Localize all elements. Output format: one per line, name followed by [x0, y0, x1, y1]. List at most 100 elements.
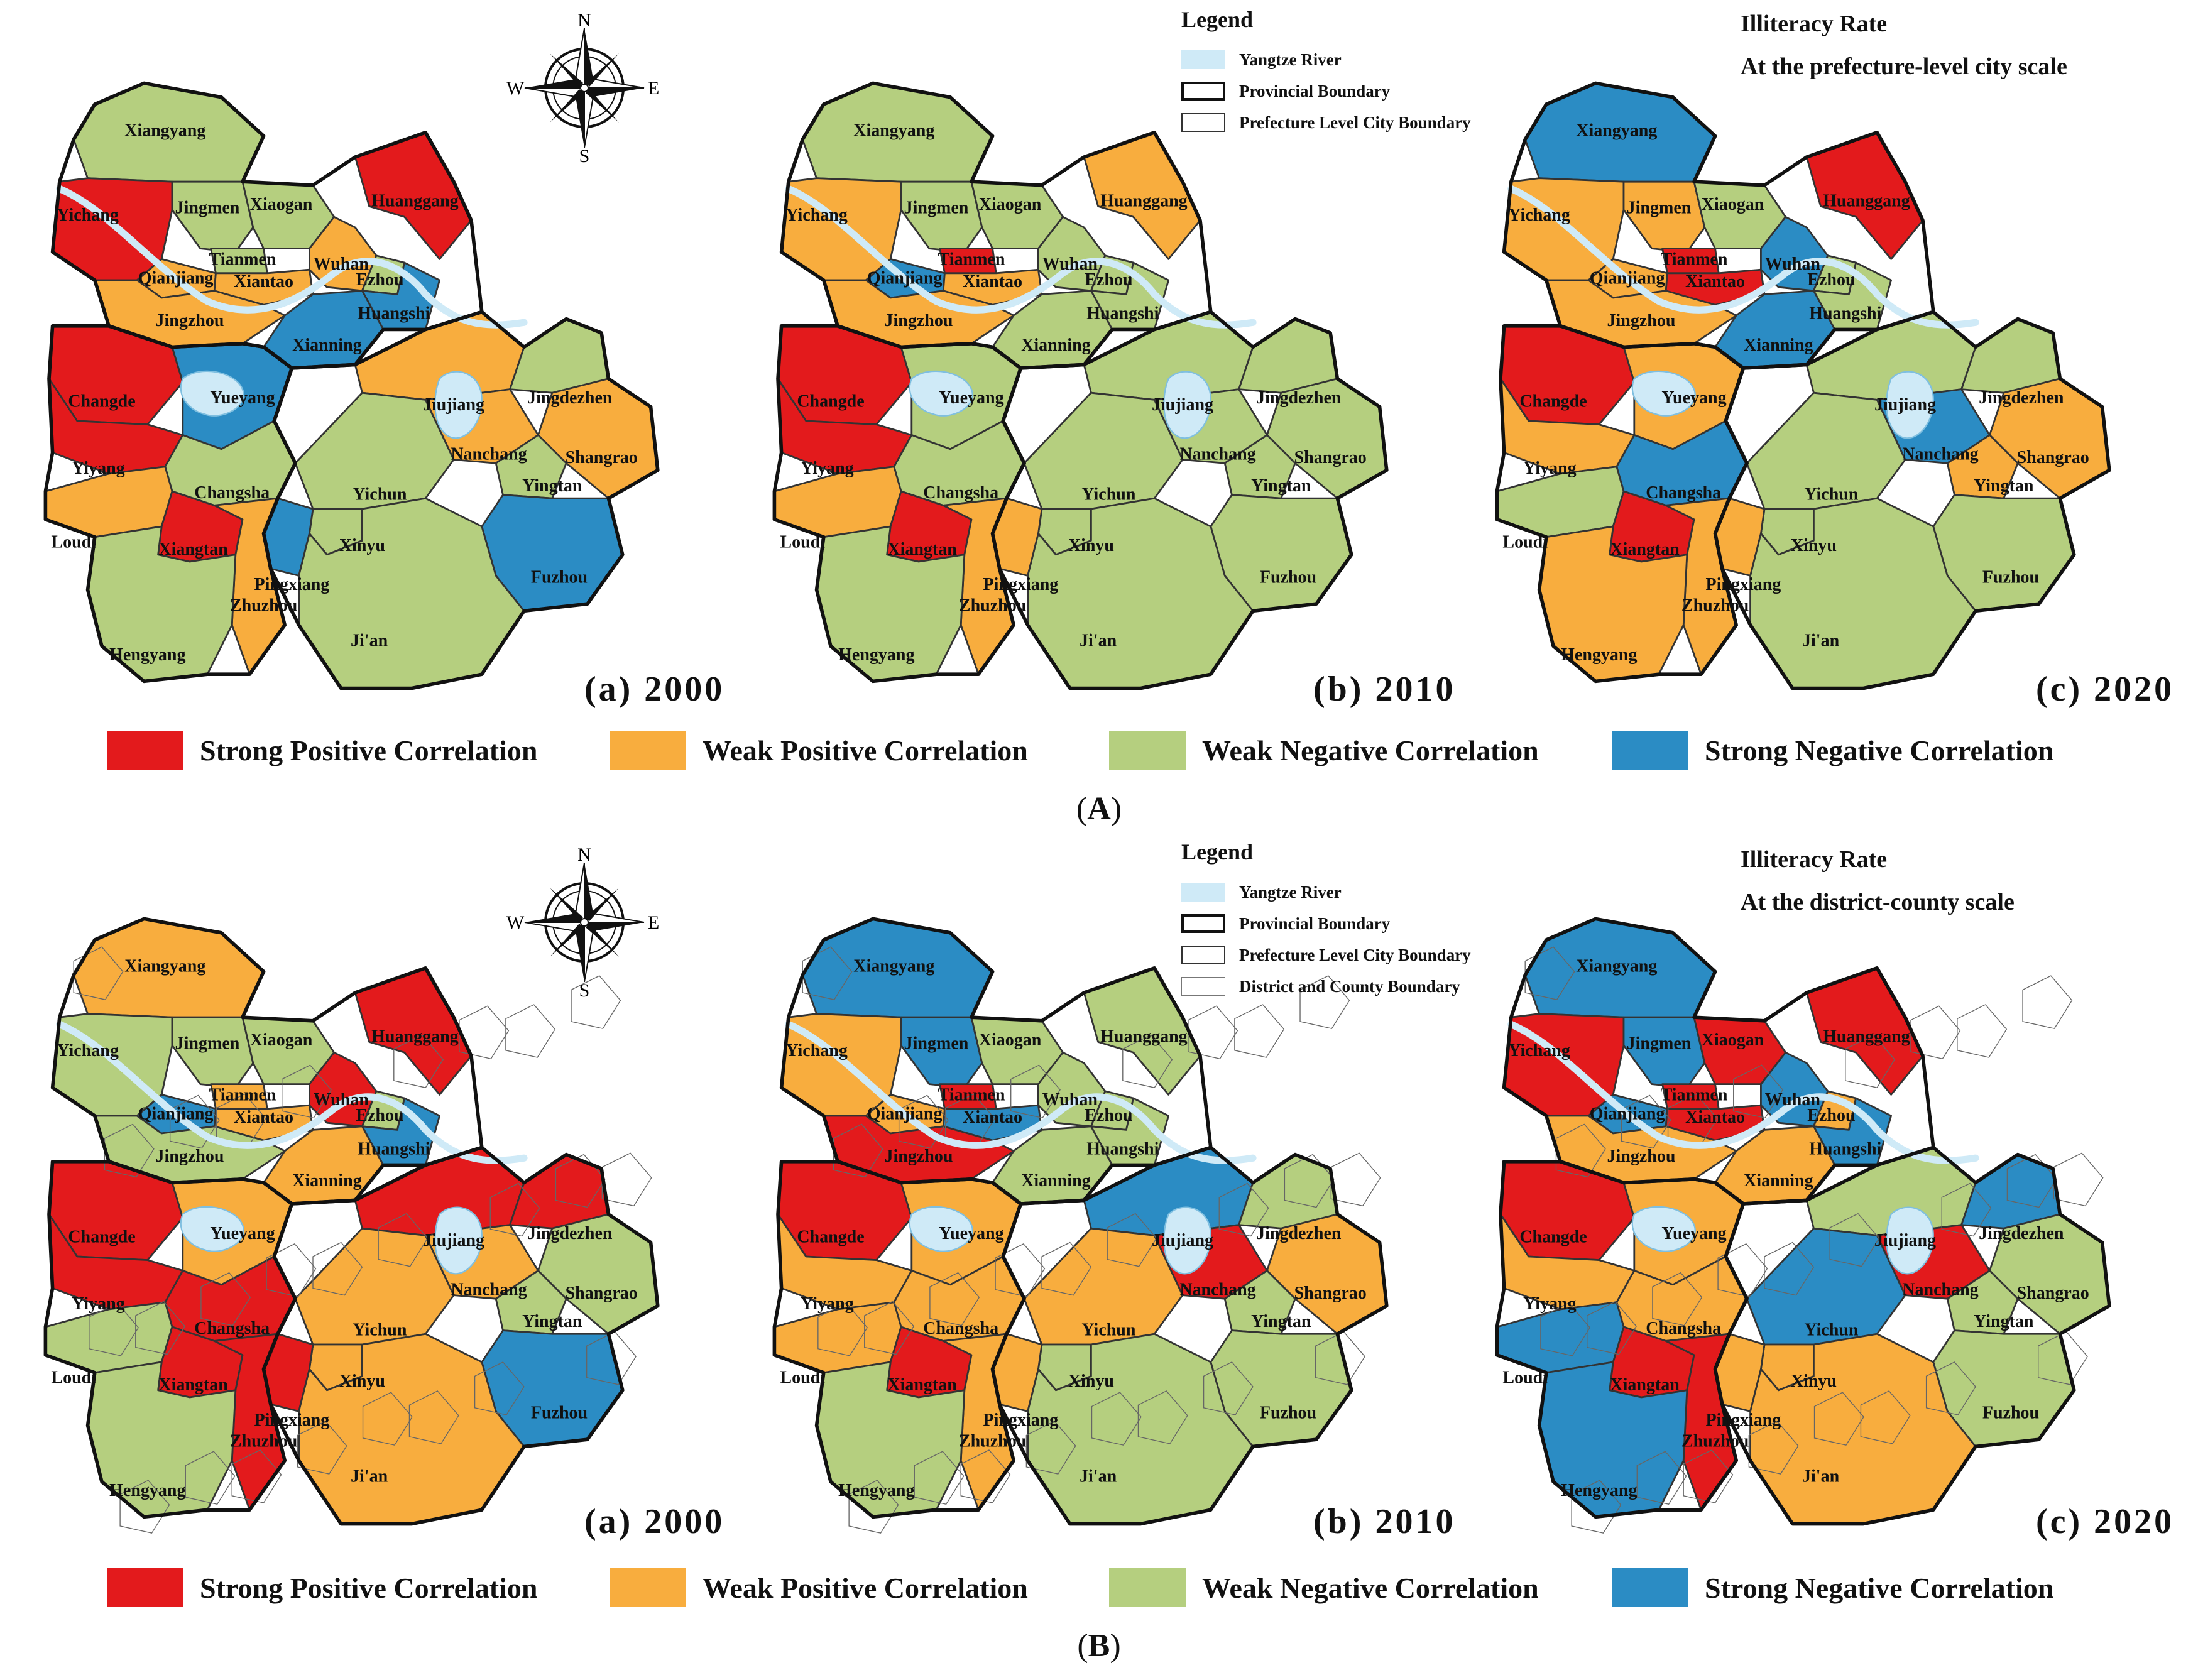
- city-label-xiaogan: Xiaogan: [1702, 1030, 1764, 1050]
- district-boundary: [474, 1361, 525, 1415]
- panel-year-label: (c) 2020: [2036, 1502, 2175, 1541]
- district-boundary: [1683, 1449, 1734, 1503]
- district-boundary: [1137, 1390, 1188, 1444]
- city-label-ji-an: Ji'an: [1802, 1466, 1840, 1486]
- provincial-boundary: [772, 1160, 1026, 1519]
- district-boundary: [1010, 1064, 1061, 1119]
- legend-prefecture-label: Prefecture Level City Boundary: [1239, 945, 1471, 964]
- city-label-ji-an: Ji'an: [351, 631, 388, 650]
- city-label-xinyu: Xinyu: [339, 1372, 385, 1391]
- compass-rose-icon: N S E W: [506, 13, 659, 163]
- city-label-pingxiang: Pingxiang: [983, 575, 1058, 594]
- district-boundary: [1299, 975, 1350, 1029]
- city-label-xiaogan: Xiaogan: [979, 195, 1042, 214]
- city-label-xiangtan: Xiangtan: [1610, 540, 1680, 559]
- swatch: [610, 1568, 686, 1607]
- city-label-ji-an: Ji'an: [351, 1466, 388, 1486]
- district-boundaries: [1524, 946, 2104, 1534]
- city-label-huanggang: Huanggang: [1823, 191, 1910, 210]
- district-boundary: [135, 1301, 185, 1355]
- district-boundary: [1540, 1302, 1591, 1356]
- header-title: Illiteracy Rate: [1741, 846, 1888, 873]
- city-label-jingdezhen: Jingdezhen: [1256, 1224, 1342, 1243]
- district-boundary: [898, 1094, 949, 1149]
- region-yingtan: [495, 434, 567, 499]
- city-label-jiujiang: Jiujiang: [1874, 395, 1936, 415]
- district-boundary: [1829, 1213, 1880, 1267]
- city-label-yichun: Yichun: [1081, 1320, 1136, 1339]
- map-a-2020: Xiangyang Yichang Jingmen Xiaogan Huanggang T…: [1495, 81, 2111, 690]
- city-label-pingxiang: Pingxiang: [254, 1410, 329, 1430]
- provincial-boundary: [1713, 1145, 2111, 1526]
- legend-label: Weak Positive Correlation: [703, 734, 1028, 766]
- section-b-header: Illiteracy Rate At the district-county s…: [1741, 838, 2015, 924]
- city-label-zhuzhou: Zhuzhou: [230, 596, 297, 615]
- city-label-changsha: Changsha: [194, 1319, 270, 1338]
- map-legend: Legend Yangtze River Provincial Boundary…: [1181, 839, 1471, 1002]
- city-label-wuhan: Wuhan: [1765, 1090, 1821, 1110]
- city-label-ezhou: Ezhou: [1807, 1106, 1855, 1125]
- city-label-xiangtan: Xiangtan: [158, 1375, 228, 1395]
- provincial-boundary: [1495, 324, 1749, 684]
- district-boundary: [1188, 1005, 1238, 1060]
- city-label-yichang: Yichang: [785, 1041, 848, 1061]
- district-boundary: [378, 1213, 429, 1267]
- city-label-qianjiang: Qianjiang: [138, 1105, 214, 1124]
- city-label-fuzhou: Fuzhou: [1982, 1404, 2039, 1423]
- district-boundary: [169, 1094, 220, 1149]
- map-b-2020: Xiangyang Yichang Jingmen Xiaogan Huanggang T…: [1495, 917, 2111, 1534]
- legend-label: Strong Negative Correlation: [1705, 734, 2054, 766]
- city-label-jingmen: Jingmen: [175, 1034, 240, 1054]
- caption-letter: A: [1087, 791, 1111, 827]
- district-boundary: [505, 1004, 556, 1058]
- city-label-loudi: Loudi: [780, 1368, 825, 1388]
- provincial-boundary: [990, 310, 1389, 690]
- city-label-yichang: Yichang: [785, 205, 848, 225]
- map-layer: Xiangyang Yichang Jingmen Xiaogan Huanggang T…: [43, 917, 660, 1534]
- legend-prefecture: Prefecture Level City Boundary: [1181, 939, 1471, 971]
- district-boundary: [73, 946, 124, 1000]
- city-label-jingmen: Jingmen: [1627, 199, 1692, 218]
- city-label-jingzhou: Jingzhou: [885, 311, 953, 330]
- city-label-yichun: Yichun: [1804, 484, 1859, 504]
- city-label-shangrao: Shangrao: [2017, 448, 2089, 467]
- city-label-xinyu: Xinyu: [1791, 1372, 1837, 1391]
- panel-year-label: (a) 2000: [584, 670, 725, 709]
- district-boundary: [1091, 1392, 1142, 1446]
- panel-year-label: (c) 2020: [2036, 670, 2175, 709]
- header-subtitle: At the prefecture-level city scale: [1741, 53, 2067, 80]
- city-label-yiyang: Yiyang: [72, 1294, 125, 1314]
- district-boundary: [408, 1390, 459, 1444]
- legend-label: Weak Negative Correlation: [1202, 1571, 1539, 1604]
- city-label-changsha: Changsha: [1646, 483, 1721, 503]
- city-label-yichun: Yichun: [353, 1320, 407, 1339]
- district-boundary: [1910, 1005, 1961, 1060]
- city-label-xianning: Xianning: [1021, 335, 1091, 355]
- city-label-wuhan: Wuhan: [314, 254, 369, 274]
- city-label-ezhou: Ezhou: [356, 1106, 403, 1125]
- city-label-huangshi: Huangshi: [358, 1140, 430, 1159]
- city-label-yingtan: Yingtan: [522, 1312, 582, 1331]
- city-label-yiyang: Yiyang: [72, 459, 125, 478]
- district-boundary: [929, 1272, 980, 1326]
- poyang-lake: [1163, 1206, 1211, 1275]
- city-label-yueyang: Yueyang: [939, 388, 1003, 408]
- compass-north-label: N: [577, 847, 591, 865]
- city-label-fuzhou: Fuzhou: [531, 1404, 588, 1423]
- map-a-2000: Xiangyang Yichang Jingmen Xiaogan Huanggang T…: [43, 81, 660, 690]
- district-boundary: [960, 1449, 1011, 1503]
- provincial-boundary: [990, 1145, 1389, 1526]
- district-boundary: [944, 1093, 995, 1148]
- city-label-yichun: Yichun: [353, 484, 407, 504]
- section-b-caption: (B): [1077, 1628, 1121, 1664]
- city-label-zhuzhou: Zhuzhou: [959, 1431, 1026, 1451]
- city-label-zhuzhou: Zhuzhou: [1681, 596, 1749, 615]
- city-label-fuzhou: Fuzhou: [1260, 1404, 1316, 1423]
- city-label-ezhou: Ezhou: [356, 270, 403, 290]
- provincial-boundary: [261, 310, 660, 690]
- city-label-pingxiang: Pingxiang: [1705, 575, 1781, 594]
- district-boundary: [231, 1449, 282, 1503]
- city-label-jingzhou: Jingzhou: [156, 1147, 224, 1166]
- city-label-loudi: Loudi: [1502, 1368, 1548, 1388]
- district-boundary: [1733, 1064, 1783, 1119]
